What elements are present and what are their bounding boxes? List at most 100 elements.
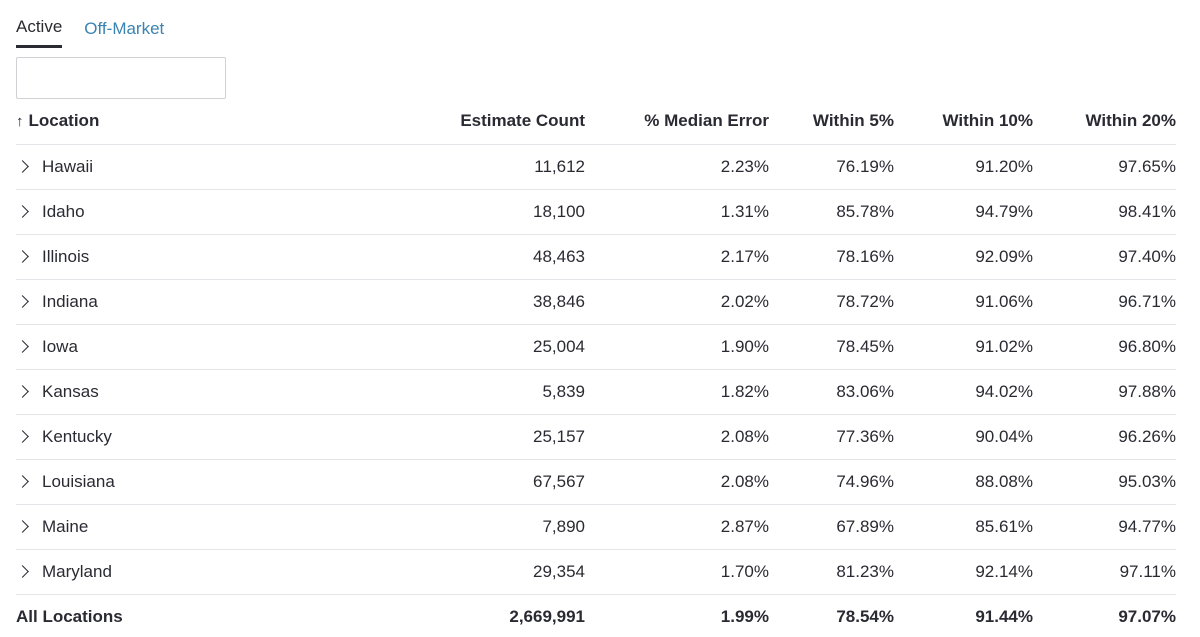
column-header-median-error[interactable]: % Median Error	[644, 111, 769, 131]
table-row[interactable]: Maryland 29,354 1.70% 81.23% 92.14% 97.11%	[16, 548, 1176, 594]
cell-within-20: 96.71%	[1033, 278, 1176, 324]
table-row[interactable]: Illinois 48,463 2.17% 78.16% 92.09% 97.40%	[16, 233, 1176, 279]
chevron-right-icon[interactable]	[16, 249, 29, 263]
cell-within-20: 94.77%	[1033, 503, 1176, 549]
totals-estimate-count: 2,669,991	[376, 593, 585, 637]
cell-within-5: 83.06%	[769, 368, 894, 414]
cell-within-20: 97.88%	[1033, 368, 1176, 414]
cell-median-error: 2.02%	[585, 278, 769, 324]
cell-estimate-count: 11,612	[376, 143, 585, 189]
cell-within-5: 74.96%	[769, 458, 894, 504]
cell-median-error: 2.08%	[585, 413, 769, 459]
location-label: Illinois	[42, 246, 90, 266]
table-row[interactable]: Hawaii 11,612 2.23% 76.19% 91.20% 97.65%	[16, 143, 1176, 189]
tab-bar: Active Off-Market	[16, 0, 186, 48]
cell-location[interactable]: Idaho	[16, 188, 376, 234]
cell-within-10: 88.08%	[894, 458, 1033, 504]
column-header-within-10[interactable]: Within 10%	[942, 111, 1033, 131]
cell-within-10: 91.02%	[894, 323, 1033, 369]
accuracy-table: ↑ Location Estimate Count % Median Error …	[16, 99, 1176, 637]
search-input[interactable]	[16, 57, 226, 99]
cell-estimate-count: 25,157	[376, 413, 585, 459]
cell-within-10: 94.79%	[894, 188, 1033, 234]
cell-within-10: 94.02%	[894, 368, 1033, 414]
location-label: Maine	[42, 516, 89, 536]
chevron-right-icon[interactable]	[16, 204, 29, 218]
table-row[interactable]: Iowa 25,004 1.90% 78.45% 91.02% 96.80%	[16, 323, 1176, 369]
location-label: Iowa	[42, 336, 78, 356]
table-row[interactable]: Idaho 18,100 1.31% 85.78% 94.79% 98.41%	[16, 188, 1176, 234]
cell-median-error: 1.70%	[585, 548, 769, 594]
cell-location[interactable]: Iowa	[16, 323, 376, 369]
table-row[interactable]: Louisiana 67,567 2.08% 74.96% 88.08% 95.03%	[16, 458, 1176, 504]
chevron-right-icon[interactable]	[16, 519, 29, 533]
chevron-right-icon[interactable]	[16, 159, 29, 173]
cell-median-error: 2.17%	[585, 233, 769, 279]
tab-off-market[interactable]: Off-Market	[84, 19, 165, 38]
totals-within-20: 97.07%	[1033, 593, 1176, 637]
totals-row: All Locations 2,669,991 1.99% 78.54% 91.…	[16, 593, 1176, 637]
cell-within-10: 91.06%	[894, 278, 1033, 324]
chevron-right-icon[interactable]	[16, 384, 29, 398]
cell-location[interactable]: Maine	[16, 503, 376, 549]
chevron-right-icon[interactable]	[16, 564, 29, 578]
cell-median-error: 2.08%	[585, 458, 769, 504]
chevron-right-icon[interactable]	[16, 339, 29, 353]
cell-within-5: 78.45%	[769, 323, 894, 369]
column-header-estimate-count[interactable]: Estimate Count	[460, 111, 585, 131]
cell-location[interactable]: Hawaii	[16, 143, 376, 189]
location-label: Hawaii	[42, 156, 94, 176]
cell-location[interactable]: Kansas	[16, 368, 376, 414]
arrow-up-icon: ↑	[16, 113, 24, 131]
cell-estimate-count: 29,354	[376, 548, 585, 594]
totals-location: All Locations	[16, 593, 376, 637]
cell-estimate-count: 67,567	[376, 458, 585, 504]
cell-location[interactable]: Indiana	[16, 278, 376, 324]
table-row[interactable]: Kansas 5,839 1.82% 83.06% 94.02% 97.88%	[16, 368, 1176, 414]
column-header-within-20[interactable]: Within 20%	[1085, 111, 1176, 131]
cell-within-5: 78.72%	[769, 278, 894, 324]
cell-within-10: 90.04%	[894, 413, 1033, 459]
cell-within-5: 67.89%	[769, 503, 894, 549]
cell-within-5: 81.23%	[769, 548, 894, 594]
table-row[interactable]: Kentucky 25,157 2.08% 77.36% 90.04% 96.26%	[16, 413, 1176, 459]
cell-within-5: 78.16%	[769, 233, 894, 279]
cell-estimate-count: 48,463	[376, 233, 585, 279]
column-header-location[interactable]: ↑ Location	[16, 99, 376, 144]
cell-median-error: 2.23%	[585, 143, 769, 189]
table-row[interactable]: Maine 7,890 2.87% 67.89% 85.61% 94.77%	[16, 503, 1176, 549]
cell-location[interactable]: Illinois	[16, 233, 376, 279]
cell-within-20: 97.40%	[1033, 233, 1176, 279]
cell-within-20: 96.26%	[1033, 413, 1176, 459]
cell-within-10: 85.61%	[894, 503, 1033, 549]
location-label: Kansas	[42, 381, 99, 401]
cell-within-5: 77.36%	[769, 413, 894, 459]
column-header-within-5[interactable]: Within 5%	[812, 111, 894, 131]
tab-active[interactable]: Active	[16, 0, 63, 48]
table-row[interactable]: Indiana 38,846 2.02% 78.72% 91.06% 96.71%	[16, 278, 1176, 324]
chevron-right-icon[interactable]	[16, 294, 29, 308]
totals-within-10: 91.44%	[894, 593, 1033, 637]
totals-median-error: 1.99%	[585, 593, 769, 637]
cell-within-10: 92.14%	[894, 548, 1033, 594]
cell-within-10: 92.09%	[894, 233, 1033, 279]
cell-within-20: 95.03%	[1033, 458, 1176, 504]
location-label: Kentucky	[42, 426, 112, 446]
location-label: Idaho	[42, 201, 85, 221]
cell-location[interactable]: Maryland	[16, 548, 376, 594]
cell-within-10: 91.20%	[894, 143, 1033, 189]
totals-within-5: 78.54%	[769, 593, 894, 637]
cell-within-5: 85.78%	[769, 188, 894, 234]
cell-within-20: 96.80%	[1033, 323, 1176, 369]
cell-within-20: 97.11%	[1033, 548, 1176, 594]
chevron-right-icon[interactable]	[16, 474, 29, 488]
cell-median-error: 1.31%	[585, 188, 769, 234]
location-label: Louisiana	[42, 471, 115, 491]
table-header-row: ↑ Location Estimate Count % Median Error …	[16, 99, 1176, 144]
cell-within-20: 97.65%	[1033, 143, 1176, 189]
chevron-right-icon[interactable]	[16, 429, 29, 443]
cell-location[interactable]: Kentucky	[16, 413, 376, 459]
cell-location[interactable]: Louisiana	[16, 458, 376, 504]
cell-median-error: 2.87%	[585, 503, 769, 549]
cell-within-20: 98.41%	[1033, 188, 1176, 234]
